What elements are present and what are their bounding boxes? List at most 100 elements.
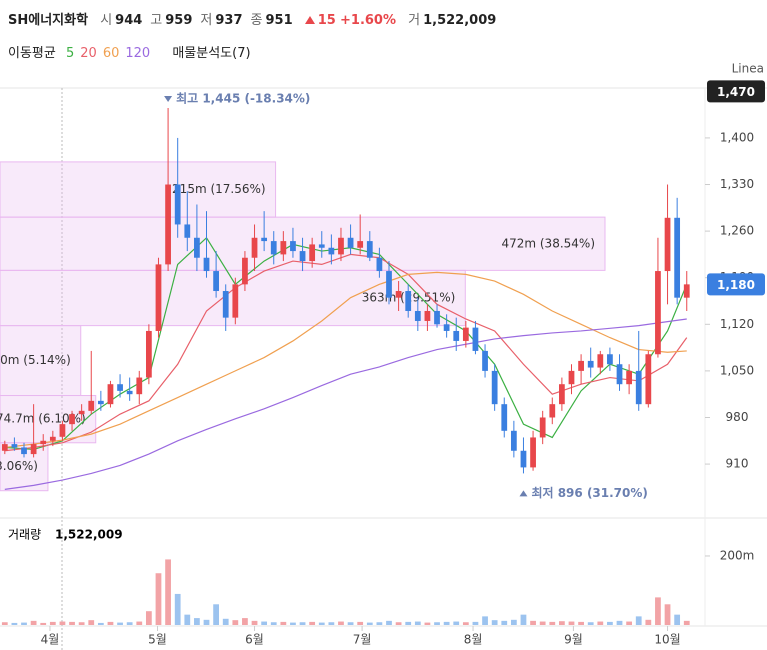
- candle-body: [501, 404, 508, 431]
- volume-bar: [539, 621, 546, 625]
- volume-bar: [357, 621, 364, 625]
- candle-body: [453, 330, 460, 341]
- volume-bar: [587, 622, 594, 625]
- volume-bar: [165, 559, 171, 625]
- field-label: 저: [200, 13, 213, 28]
- change-pct: +1.60%: [340, 13, 396, 28]
- volume-bar: [270, 622, 277, 625]
- y-tick-label: 200m: [720, 548, 755, 562]
- candle-body: [194, 237, 200, 258]
- ma-line: [4, 318, 687, 490]
- volume-bar: [520, 614, 527, 625]
- y-tick-label: 1,260: [720, 224, 754, 238]
- volume-bar: [434, 622, 440, 625]
- volume-title: 거래량: [8, 528, 41, 542]
- candle-body: [549, 404, 556, 418]
- volume-bar: [683, 620, 690, 625]
- candle-body: [645, 354, 652, 405]
- stock-name: SH에너지화학: [8, 13, 89, 28]
- ma-line: [4, 271, 687, 449]
- ma-legend-item[interactable]: 5: [65, 46, 75, 61]
- candle-body: [299, 251, 306, 262]
- profile-bar: [0, 325, 82, 397]
- volume-bar: [443, 621, 450, 625]
- header: SH에너지화학 시 944 고 959 저 937 종 951 15 +1.60% 거 1,52…: [8, 9, 496, 28]
- volume-bar: [155, 573, 162, 625]
- candle-body: [280, 241, 287, 255]
- candle-body: [69, 414, 75, 425]
- volume-bar: [1, 622, 8, 625]
- ma-legend-item[interactable]: 60: [102, 46, 120, 61]
- marker: [164, 96, 173, 102]
- field-label: 시: [100, 13, 113, 28]
- volume-bar: [664, 604, 671, 625]
- candle-body: [117, 384, 123, 391]
- volume-bar: [318, 622, 325, 625]
- profile-label: 63.0m (5.14%): [0, 353, 71, 367]
- y-tick-label: 1,050: [720, 363, 754, 377]
- volume-bar: [136, 621, 143, 625]
- volume-bar: [338, 621, 344, 625]
- candle-body: [664, 217, 671, 272]
- candle-body: [309, 244, 316, 262]
- volume-bar: [145, 611, 152, 625]
- marker: [519, 490, 528, 497]
- candle-body: [395, 291, 402, 298]
- volume-bar: [405, 621, 412, 625]
- candle-body: [49, 436, 56, 441]
- candle-body: [290, 241, 296, 252]
- candle-body: [578, 360, 584, 371]
- profile-title[interactable]: 매물분석도(7): [172, 46, 251, 61]
- field-label: 종: [250, 13, 263, 28]
- volume-bar: [607, 621, 613, 625]
- candle-body: [165, 184, 171, 265]
- candle-body: [626, 370, 633, 385]
- candle-body: [635, 370, 642, 405]
- volume-bar: [616, 620, 623, 625]
- candle-body: [655, 271, 661, 355]
- candle-body: [491, 370, 498, 405]
- volume-bar: [194, 618, 200, 625]
- price-badge: [707, 273, 765, 296]
- volume-bar: [424, 622, 431, 625]
- volume-bar: [376, 622, 383, 625]
- x-tick-label: 5월: [148, 633, 167, 647]
- x-tick-label: 7월: [353, 633, 372, 647]
- volume-bar: [559, 621, 565, 625]
- candle-body: [568, 370, 575, 385]
- volume-bar: [347, 622, 354, 625]
- volume-bar: [482, 616, 488, 625]
- volume-bar: [261, 621, 268, 625]
- volume-bar: [674, 614, 681, 625]
- volume-bar: [290, 622, 296, 625]
- ma-legend-item[interactable]: 120: [125, 46, 151, 61]
- volume-bar: [11, 622, 18, 625]
- volume-bar: [309, 621, 316, 625]
- ma-legend-item[interactable]: 20: [80, 46, 97, 61]
- candle-body: [357, 241, 364, 248]
- volume-bar: [501, 620, 508, 625]
- candle-body: [414, 310, 421, 321]
- volume-bar: [549, 621, 556, 625]
- volume-value: 1,522,009: [55, 528, 123, 542]
- candle-body: [222, 291, 229, 318]
- candle-body: [30, 444, 37, 455]
- volume-bar: [117, 622, 123, 625]
- candle-body: [97, 400, 104, 405]
- volume-bar: [453, 621, 460, 625]
- volume-bar: [655, 597, 661, 625]
- field-value: 1,522,009: [423, 13, 497, 28]
- volume-bar: [251, 620, 258, 625]
- candle-body: [21, 447, 27, 455]
- volume-bar: [386, 620, 392, 625]
- volume-bar: [21, 622, 27, 625]
- volume-bar: [597, 621, 604, 625]
- volume-bar: [222, 618, 229, 625]
- candle-body: [59, 424, 66, 437]
- volume-bar: [462, 622, 469, 625]
- volume-bar: [107, 621, 114, 625]
- candle-body: [136, 377, 143, 395]
- candle-body: [203, 257, 210, 272]
